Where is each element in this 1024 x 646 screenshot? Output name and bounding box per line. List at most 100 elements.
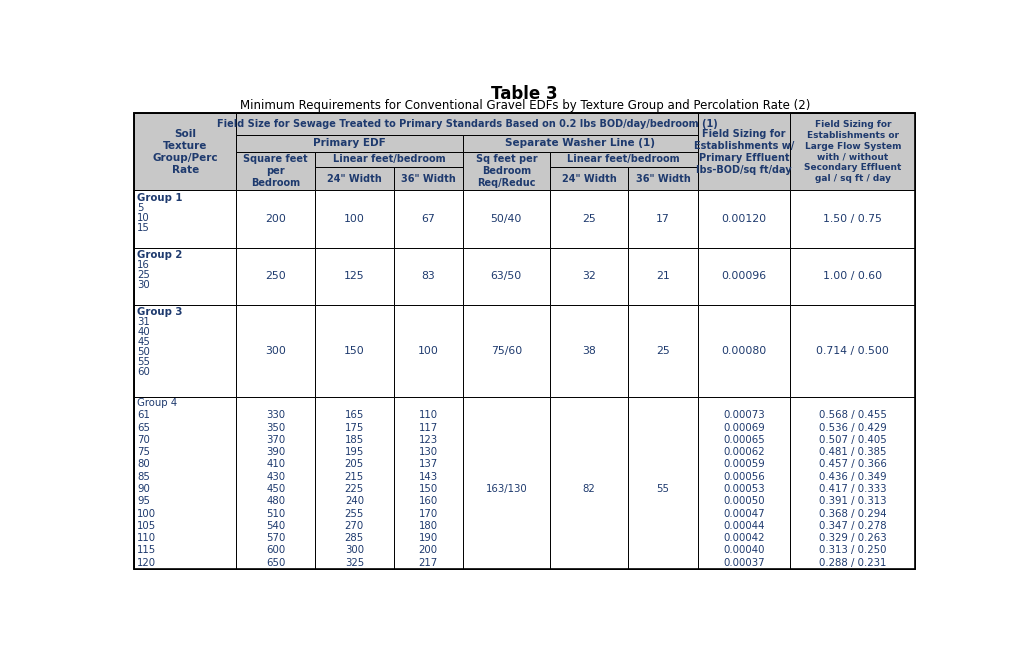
Text: 390: 390 <box>266 447 286 457</box>
Text: 24" Width: 24" Width <box>562 174 616 183</box>
Bar <box>697 191 791 248</box>
Text: 83: 83 <box>421 271 435 282</box>
Text: 17: 17 <box>656 214 670 224</box>
Bar <box>629 191 697 248</box>
Text: 15: 15 <box>137 222 151 233</box>
Text: 0.00069: 0.00069 <box>723 422 765 433</box>
Bar <box>550 191 629 248</box>
Bar <box>393 397 463 568</box>
Text: Linear feet/bedroom: Linear feet/bedroom <box>333 154 445 165</box>
Text: Field Sizing for
Establishments w/
Primary Effluent
lbs-BOD/sq ft/day: Field Sizing for Establishments w/ Prima… <box>694 129 795 174</box>
Bar <box>315 152 463 167</box>
Text: 600: 600 <box>266 545 286 556</box>
Text: 0.714 / 0.500: 0.714 / 0.500 <box>816 346 889 356</box>
Text: 75: 75 <box>137 447 151 457</box>
Text: 0.00040: 0.00040 <box>723 545 765 556</box>
Text: Group 1: Group 1 <box>137 193 183 202</box>
Text: 195: 195 <box>345 447 365 457</box>
Text: 450: 450 <box>266 484 286 494</box>
Text: 350: 350 <box>266 422 286 433</box>
Text: 270: 270 <box>345 521 364 531</box>
Bar <box>463 191 550 248</box>
Text: 170: 170 <box>419 508 438 519</box>
Text: 0.00056: 0.00056 <box>723 472 765 482</box>
Text: 185: 185 <box>345 435 364 445</box>
Bar <box>463 305 550 397</box>
Text: 40: 40 <box>137 327 151 337</box>
Text: 110: 110 <box>137 533 157 543</box>
Text: Sq feet per
Bedroom
Req/Reduc: Sq feet per Bedroom Req/Reduc <box>475 154 538 188</box>
Text: 0.00044: 0.00044 <box>723 521 765 531</box>
Text: 65: 65 <box>137 422 151 433</box>
Text: 200: 200 <box>419 545 438 556</box>
Bar <box>791 305 915 397</box>
Bar <box>315 305 393 397</box>
Text: 215: 215 <box>345 472 364 482</box>
Text: 205: 205 <box>345 459 364 470</box>
Text: 0.368 / 0.294: 0.368 / 0.294 <box>819 508 887 519</box>
Text: 16: 16 <box>137 260 151 270</box>
Text: 125: 125 <box>344 271 365 282</box>
Text: Group 2: Group 2 <box>137 250 182 260</box>
Text: 225: 225 <box>345 484 364 494</box>
Bar <box>463 397 550 568</box>
Text: 540: 540 <box>266 521 286 531</box>
Text: Field Size for Sewage Treated to Primary Standards Based on 0.2 lbs BOD/day/bedr: Field Size for Sewage Treated to Primary… <box>217 119 718 129</box>
Text: 163/130: 163/130 <box>485 484 527 494</box>
Bar <box>237 152 315 191</box>
Text: 63/50: 63/50 <box>490 271 522 282</box>
Bar <box>315 248 393 305</box>
Text: 117: 117 <box>419 422 438 433</box>
Text: 0.00096: 0.00096 <box>722 271 767 282</box>
Text: 120: 120 <box>137 557 157 568</box>
Text: 0.391 / 0.313: 0.391 / 0.313 <box>819 496 887 506</box>
Text: 0.00120: 0.00120 <box>722 214 767 224</box>
Text: 300: 300 <box>345 545 364 556</box>
Bar <box>629 397 697 568</box>
Text: 60: 60 <box>137 367 151 377</box>
Text: 480: 480 <box>266 496 286 506</box>
Text: 0.329 / 0.263: 0.329 / 0.263 <box>819 533 887 543</box>
Text: 80: 80 <box>137 459 151 470</box>
Text: 0.417 / 0.333: 0.417 / 0.333 <box>819 484 887 494</box>
Text: 67: 67 <box>421 214 435 224</box>
Text: 430: 430 <box>266 472 286 482</box>
Text: 0.00059: 0.00059 <box>723 459 765 470</box>
Text: 325: 325 <box>345 557 364 568</box>
Text: 25: 25 <box>583 214 596 224</box>
Text: 123: 123 <box>419 435 438 445</box>
Text: 143: 143 <box>419 472 438 482</box>
Text: 21: 21 <box>656 271 670 282</box>
Text: 285: 285 <box>345 533 364 543</box>
Text: 25: 25 <box>656 346 670 356</box>
Bar <box>315 397 393 568</box>
Text: 61: 61 <box>137 410 151 421</box>
Text: Soil
Texture
Group/Perc
Rate: Soil Texture Group/Perc Rate <box>153 129 218 174</box>
Text: 0.436 / 0.349: 0.436 / 0.349 <box>819 472 887 482</box>
Text: 137: 137 <box>419 459 438 470</box>
Text: 0.00065: 0.00065 <box>723 435 765 445</box>
Bar <box>550 305 629 397</box>
Text: 100: 100 <box>418 346 438 356</box>
Text: 115: 115 <box>137 545 157 556</box>
Text: 30: 30 <box>137 280 151 290</box>
Bar <box>237 191 315 248</box>
Text: 0.00042: 0.00042 <box>723 533 765 543</box>
Bar <box>550 167 629 191</box>
Text: 100: 100 <box>344 214 365 224</box>
Text: Separate Washer Line (1): Separate Washer Line (1) <box>505 138 655 149</box>
Text: Linear feet/bedroom: Linear feet/bedroom <box>567 154 680 165</box>
Text: 0.00050: 0.00050 <box>723 496 765 506</box>
Bar <box>629 167 697 191</box>
Text: 200: 200 <box>265 214 286 224</box>
Text: 165: 165 <box>345 410 365 421</box>
Bar <box>791 248 915 305</box>
Bar <box>791 397 915 568</box>
Text: 1.00 / 0.60: 1.00 / 0.60 <box>823 271 883 282</box>
Text: 82: 82 <box>583 484 596 494</box>
Text: 0.00073: 0.00073 <box>723 410 765 421</box>
Text: 370: 370 <box>266 435 286 445</box>
Text: 75/60: 75/60 <box>490 346 522 356</box>
Text: 0.00047: 0.00047 <box>723 508 765 519</box>
Text: 410: 410 <box>266 459 286 470</box>
